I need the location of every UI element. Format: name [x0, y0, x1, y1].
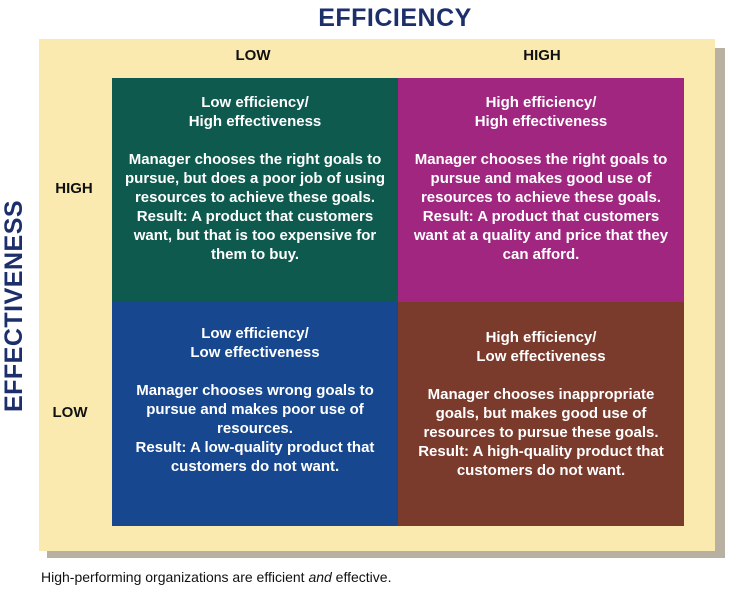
quadrant-heading: Low efficiency/ High effectiveness — [188, 94, 322, 130]
column-label-low: LOW — [235, 47, 271, 64]
figure-caption: High-performing organizations are effici… — [41, 569, 391, 585]
caption-emphasis: and — [308, 569, 332, 585]
quadrant-low-efficiency-low-effectiveness: Low efficiency/ Low effectiveness Manage… — [112, 302, 398, 526]
quadrant-low-efficiency-high-effectiveness: Low efficiency/ High effectiveness Manag… — [112, 78, 398, 302]
quadrant-heading: High efficiency/ Low effectiveness — [476, 329, 606, 365]
quadrant-description: Manager chooses the right goals to pursu… — [413, 151, 669, 263]
quadrant-high-efficiency-high-effectiveness: High efficiency/ High effectiveness Mana… — [398, 78, 684, 302]
row-label-high: HIGH — [55, 180, 93, 197]
efficiency-axis-title: EFFICIENCY — [318, 4, 472, 32]
quadrant-heading: Low efficiency/ Low effectiveness — [190, 325, 320, 361]
quadrant-description: Manager chooses wrong goals to pursue an… — [135, 382, 375, 475]
row-label-low: LOW — [52, 404, 88, 421]
quadrant-high-efficiency-low-effectiveness: High efficiency/ Low effectiveness Manag… — [398, 302, 684, 526]
column-label-high: HIGH — [523, 47, 561, 64]
caption-text-start: High-performing organizations are effici… — [41, 569, 309, 585]
quadrant-description: Manager chooses inappropriate goals, but… — [418, 386, 664, 479]
quadrant-description: Manager chooses the right goals to pursu… — [125, 151, 385, 263]
effectiveness-axis-title: EFFECTIVENESS — [0, 199, 28, 413]
quadrant-heading: High efficiency/ High effectiveness — [474, 94, 608, 130]
caption-text-end: effective. — [331, 569, 392, 585]
